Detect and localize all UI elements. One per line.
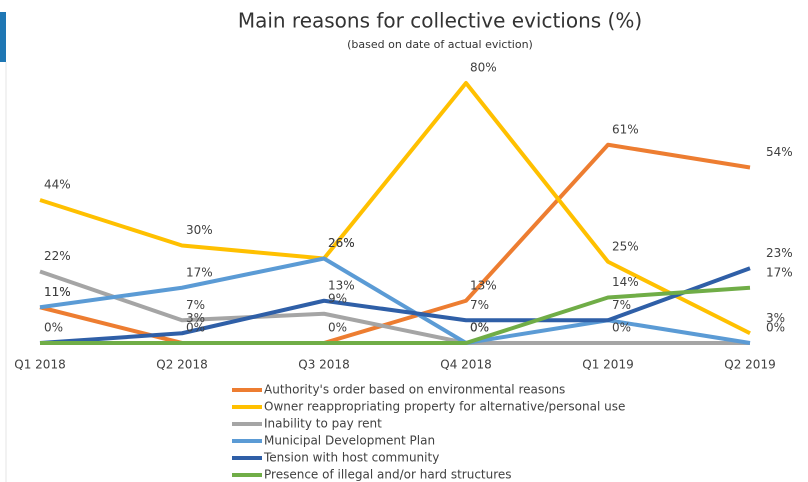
data-label: 44% (44, 178, 71, 192)
chart-title: Main reasons for collective evictions (%… (238, 9, 642, 33)
data-label: 0% (470, 321, 489, 335)
data-label: 9% (328, 291, 347, 305)
data-label: 23% (766, 246, 793, 260)
data-label: 0% (470, 321, 489, 335)
chart-subtitle: (based on date of actual eviction) (347, 38, 533, 51)
legend-label: Municipal Development Plan (264, 434, 435, 448)
data-label: 13% (328, 278, 355, 292)
legend-label: Inability to pay rent (264, 417, 382, 431)
x-tick-label: Q2 2019 (724, 358, 775, 372)
series-line (39, 256, 751, 345)
data-label: 14% (612, 275, 639, 289)
data-label: 0% (44, 321, 63, 335)
data-label: 7% (612, 298, 631, 312)
data-label: 25% (612, 239, 639, 253)
data-label: 7% (186, 298, 205, 312)
legend-label: Authority's order based on environmental… (264, 383, 565, 397)
data-label: 17% (186, 265, 213, 279)
data-label: 0% (186, 321, 205, 335)
legend-label: Tension with host community (263, 451, 439, 465)
series-line (40, 285, 751, 345)
data-label: 22% (44, 249, 71, 263)
x-tick-label: Q1 2018 (14, 358, 65, 372)
legend-label: Presence of illegal and/or hard structur… (264, 468, 512, 482)
data-label: 17% (766, 265, 793, 279)
series-line (39, 269, 750, 345)
accent-bar (0, 12, 6, 62)
data-label: 30% (186, 223, 213, 237)
data-label: 3% (766, 311, 785, 325)
data-label: 11% (44, 285, 71, 299)
series-line (39, 142, 751, 345)
x-tick-label: Q1 2019 (582, 358, 633, 372)
x-tick-label: Q2 2018 (156, 358, 207, 372)
data-label: 11% (44, 285, 71, 299)
x-tick-label: Q3 2018 (298, 358, 349, 372)
data-label: 80% (470, 61, 497, 75)
data-label: 26% (328, 236, 355, 250)
data-label: 13% (470, 278, 497, 292)
data-label: 3% (186, 311, 205, 325)
data-label: 61% (612, 122, 639, 136)
data-label: 0% (766, 321, 785, 335)
legend-label: Owner reappropriating property for alter… (264, 400, 625, 414)
series-line (39, 81, 751, 336)
series-line (39, 266, 751, 345)
x-tick-label: Q4 2018 (440, 358, 491, 372)
data-label: 7% (470, 298, 489, 312)
data-label: 0% (328, 321, 347, 335)
data-label: 26% (328, 236, 355, 250)
data-label: 54% (766, 145, 793, 159)
data-label: 0% (612, 321, 631, 335)
